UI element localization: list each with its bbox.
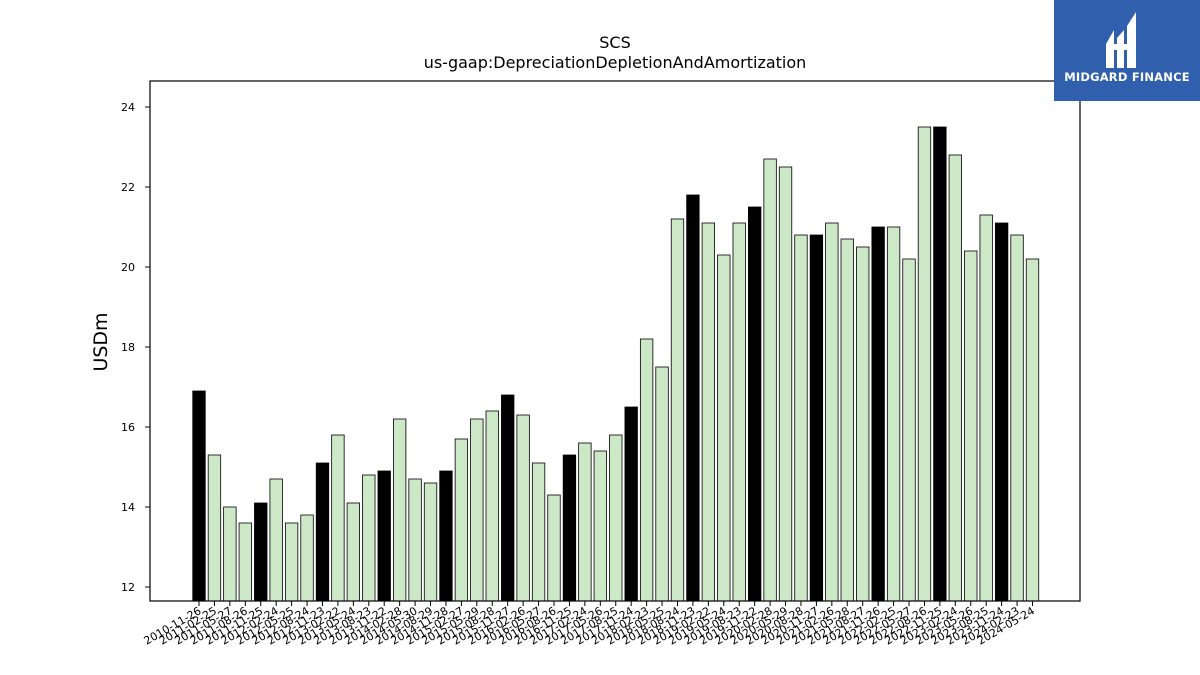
bar-2015-08-28	[485, 410, 499, 602]
bar-2021-08-27	[856, 246, 870, 602]
bar-2018-05-25	[655, 366, 669, 602]
y-tick-label: 24	[121, 101, 135, 114]
bar-2014-02-28	[392, 418, 407, 602]
bar-2017-11-24	[624, 406, 638, 602]
y-tick-label: 20	[121, 261, 135, 274]
y-tick-label: 12	[121, 581, 135, 594]
bar-2010-11-26	[192, 390, 206, 602]
plot-frame	[149, 80, 1081, 602]
bar-2016-11-25	[562, 454, 577, 602]
chart-subtitle: us-gaap:DepreciationDepletionAndAmortiza…	[423, 53, 807, 72]
bar-2016-08-26	[547, 494, 561, 602]
bar-2018-02-23	[639, 338, 654, 602]
bar-2015-02-27	[454, 438, 469, 602]
bar-2017-05-26	[593, 450, 607, 602]
bar-2023-02-24	[948, 154, 962, 602]
bar-2020-11-27	[809, 234, 824, 602]
chart-title: SCS	[599, 33, 631, 52]
logo-text: MIDGARD FINANCE	[1064, 70, 1190, 84]
bar-2018-08-24	[670, 218, 685, 602]
bar-2024-02-23	[1010, 234, 1024, 602]
bar-2020-08-28	[794, 234, 808, 602]
bar-2022-11-25	[933, 126, 947, 602]
bar-2019-02-22	[701, 222, 716, 602]
bar-2021-11-26	[871, 226, 885, 602]
bar-2013-02-22	[331, 434, 345, 602]
bar-2014-11-28	[439, 470, 453, 602]
bar-2019-08-23	[732, 222, 746, 602]
bar-2017-02-24	[578, 442, 592, 602]
bar-2022-05-27	[902, 258, 916, 602]
bar-2013-05-24	[346, 502, 361, 602]
bar-2011-02-25	[207, 454, 222, 602]
bar-2015-11-27	[501, 394, 515, 602]
midgard-finance-logo: MIDGARD FINANCE	[1054, 0, 1200, 101]
y-tick-label: 22	[121, 181, 135, 194]
bar-2015-05-29	[470, 418, 484, 602]
bar-2021-05-28	[840, 238, 854, 602]
bar-2011-11-25	[254, 502, 268, 602]
y-axis: 12 14 16 18 20 22 24	[121, 101, 150, 594]
bar-2023-08-25	[979, 214, 993, 602]
bar-2012-02-24	[269, 478, 283, 602]
bar-2014-05-30	[408, 478, 422, 602]
bar-2011-08-26	[238, 522, 252, 602]
bar-2016-05-27	[531, 462, 546, 602]
bar-2020-05-29	[778, 166, 793, 602]
y-tick-label: 18	[121, 341, 135, 354]
bar-2019-11-22	[748, 206, 762, 602]
y-tick-label: 14	[121, 501, 135, 514]
bar-2017-08-25	[609, 434, 623, 602]
bar-2016-02-26	[516, 414, 530, 602]
bar-2020-02-28	[763, 158, 777, 602]
x-axis: 2010-11-262011-02-252011-05-272011-08-26…	[142, 601, 1037, 648]
bar-2012-05-25	[284, 522, 299, 602]
bar-2012-08-24	[300, 514, 314, 602]
bar-2013-08-23	[362, 474, 376, 602]
bar-2012-11-23	[315, 462, 330, 602]
bar-2023-11-24	[994, 222, 1009, 602]
bar-2019-05-24	[717, 254, 731, 602]
bar-2021-02-26	[825, 222, 839, 602]
bar-2022-02-25	[886, 226, 901, 602]
bar-2022-08-26	[917, 126, 932, 602]
logo-mark-icon	[1106, 12, 1136, 68]
bar-2013-11-22	[377, 470, 391, 602]
bar-2018-11-23	[686, 194, 700, 602]
bars-group	[192, 126, 1040, 602]
bar-2023-05-26	[964, 250, 978, 602]
bar-2024-05-24	[1025, 258, 1040, 602]
y-tick-label: 16	[121, 421, 135, 434]
bar-2014-08-29	[423, 482, 438, 602]
bar-2011-05-27	[223, 506, 237, 602]
